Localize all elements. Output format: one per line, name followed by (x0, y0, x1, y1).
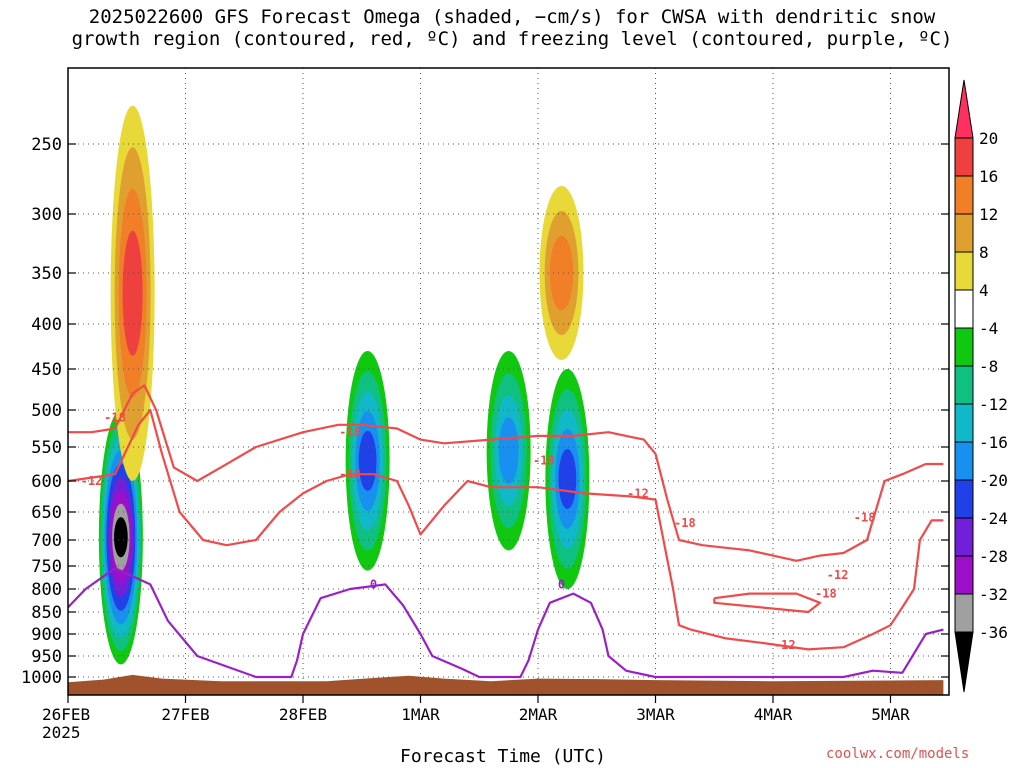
x-tick-label-1-0: 27FEB (161, 705, 209, 724)
omega-cell-2-level-4 (358, 430, 377, 491)
y-tick-label-800: 800 (31, 580, 62, 600)
contour-label-9: -12 (827, 568, 849, 582)
contour-label-6: -18 (674, 516, 696, 530)
y-tick-label-700: 700 (31, 531, 62, 551)
x-tick-label-2-0: 28FEB (279, 705, 327, 724)
colorbar-swatch-3 (954, 213, 974, 253)
y-tick-label-600: 600 (31, 472, 62, 492)
colorbar-swatch-11 (954, 517, 974, 557)
colorbar-label-0: 20 (979, 129, 998, 148)
omega-cell-3-level-3 (498, 417, 519, 484)
isotherm-minus12-line (68, 408, 944, 651)
y-tick-label-850: 850 (31, 603, 62, 623)
colorbar-swatch-7 (954, 365, 974, 405)
colorbar-label-8: -16 (979, 433, 1008, 452)
y-tick-label-1000: 1000 (21, 668, 62, 688)
y-tick-label-450: 450 (31, 360, 62, 380)
colorbar-label-2: 12 (979, 205, 998, 224)
y-tick-label-650: 650 (31, 503, 62, 523)
colorbar-label-12: -32 (979, 585, 1008, 604)
y-tick-label-750: 750 (31, 557, 62, 577)
colorbar-label-3: 8 (979, 243, 989, 262)
colorbar-swatch-9 (954, 441, 974, 481)
x-tick-label-3-0: 1MAR (401, 705, 440, 724)
y-tick-label-900: 900 (31, 625, 62, 645)
x-tick-label-7-0: 5MAR (871, 705, 910, 724)
colorbar-label-9: -20 (979, 471, 1008, 490)
title-line-2: growth region (contoured, red, ºC) and f… (71, 28, 953, 50)
y-axis: 2503003504004505005506006507007508008509… (21, 135, 949, 688)
colorbar-label-6: -8 (979, 357, 998, 376)
colorbar-swatch-10 (954, 479, 974, 519)
contour-label-2: -18 (339, 425, 361, 439)
contour-label-7: -18 (815, 587, 837, 601)
colorbar-swatch-8 (954, 403, 974, 443)
colorbar-label-7: -12 (979, 395, 1008, 414)
colorbar-swatch-12 (954, 555, 974, 595)
colorbar-swatch-5 (954, 289, 974, 329)
y-tick-label-500: 500 (31, 401, 62, 421)
contour-lines (68, 384, 944, 695)
x-axis-title: Forecast Time (UTC) (400, 746, 606, 767)
credit-link[interactable]: coolwx.com/models (826, 746, 970, 762)
contour-label-11: 0 (370, 577, 377, 591)
colorbar-swatch-1 (954, 137, 974, 177)
y-tick-label-250: 250 (31, 135, 62, 155)
omega-cell-4-level-2 (549, 235, 574, 311)
contour-label-5: -12 (627, 486, 649, 500)
colorbar-label-5: -4 (979, 319, 998, 338)
contour-label-0: -18 (104, 410, 126, 424)
contour-label-10: -12 (774, 638, 796, 652)
y-tick-label-400: 400 (31, 315, 62, 335)
x-tick-label-6-0: 4MAR (754, 705, 793, 724)
freezing-level-line (68, 567, 944, 679)
colorbar-label-1: 16 (979, 167, 998, 186)
terrain-surface (68, 674, 944, 695)
title-line-1: 2025022600 GFS Forecast Omega (shaded, −… (88, 6, 936, 28)
isotherm-minus18-line (68, 384, 944, 562)
x-tick-label-0-1: 2025 (42, 723, 81, 742)
colorbar-top-triangle (954, 79, 974, 139)
colorbar-swatch-13 (954, 593, 974, 633)
omega-cell-5-level-4 (558, 449, 577, 509)
contour-labels: -18 -12 -18 -12 -18 -12 -18 -18 -18 -12 -12 0 0 (81, 410, 876, 652)
contour-label-12: 0 (558, 577, 565, 591)
plot-frame (67, 67, 950, 696)
y-tick-label-300: 300 (31, 205, 62, 225)
colorbar-label-4: 4 (979, 281, 989, 300)
y-tick-label-550: 550 (31, 438, 62, 458)
omega-cell-1-level-3 (122, 230, 143, 356)
colorbar-label-11: -28 (979, 547, 1008, 566)
contour-label-8: -18 (854, 511, 876, 525)
colorbar-bottom-triangle (954, 631, 974, 693)
colorbar-swatch-6 (954, 327, 974, 367)
y-tick-label-950: 950 (31, 647, 62, 667)
x-tick-label-5-0: 3MAR (636, 705, 675, 724)
omega-cell-0-level-8 (114, 517, 128, 558)
y-tick-label-350: 350 (31, 264, 62, 284)
x-tick-label-0-0: 26FEB (42, 705, 90, 724)
omega-shading (98, 105, 590, 665)
colorbar-swatch-2 (954, 175, 974, 215)
colorbar: 20 16 12 8 4 -4 -8 -12 -16 -20 -24 -28 -32 -36 (954, 79, 1008, 693)
chart-title: 2025022600 GFS Forecast Omega (shaded, −… (0, 6, 1024, 50)
isotherm-minus18-closed-line (713, 592, 822, 614)
contour-label-4: -18 (533, 454, 555, 468)
colorbar-label-13: -36 (979, 623, 1008, 642)
colorbar-label-10: -24 (979, 509, 1008, 528)
x-tick-label-4-0: 2MAR (519, 705, 558, 724)
contour-label-1: -12 (81, 474, 103, 488)
contour-label-3: -12 (339, 467, 361, 481)
colorbar-swatch-4 (954, 251, 974, 291)
